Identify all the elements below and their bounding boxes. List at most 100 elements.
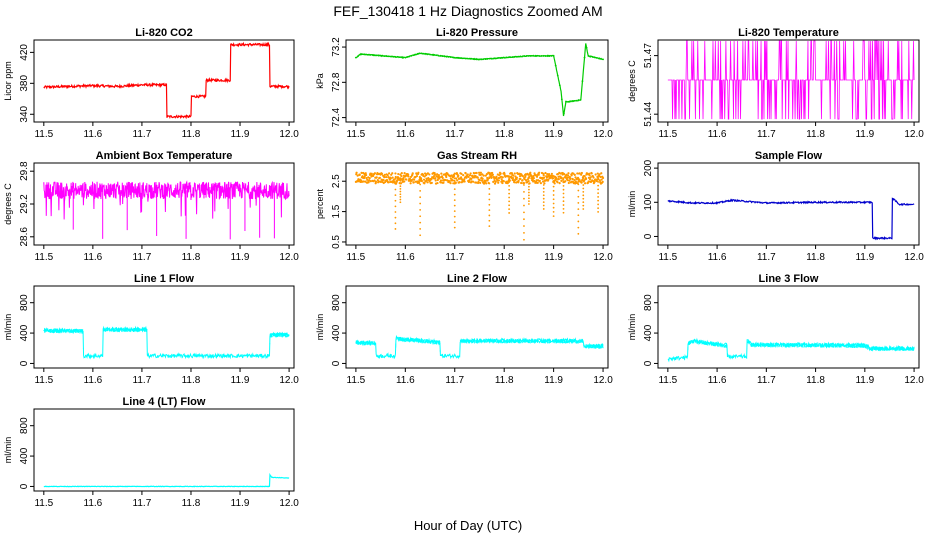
data-point (482, 58, 485, 61)
data-point (400, 56, 403, 59)
data-point (394, 177, 397, 180)
data-point (564, 180, 567, 183)
data-point (508, 204, 511, 207)
data-point (472, 58, 475, 60)
panel-line4: Line 4 (LT) Flow ml/min 11.5 11.6 11.7 11.8 11… (3, 396, 299, 509)
data-point (589, 176, 592, 179)
data-point (488, 203, 491, 206)
data-point (370, 172, 373, 175)
data-point (505, 56, 508, 59)
data-point (544, 171, 547, 175)
data-point (562, 196, 565, 199)
panel-box_temp: Ambient Box Temperature degrees C 11.5 11.6… (3, 150, 299, 263)
data-point (468, 57, 471, 60)
data-point (474, 174, 477, 178)
data-point (441, 176, 444, 180)
data-point (447, 55, 450, 58)
data-point (428, 173, 431, 176)
data-point (490, 57, 493, 60)
data-point (559, 172, 562, 175)
data-point (399, 179, 402, 182)
data-point (534, 174, 537, 177)
data-point (600, 172, 603, 175)
x-tick-label: 11.5 (658, 375, 677, 386)
data-point (523, 177, 525, 180)
x-tick-label: 11.7 (757, 252, 776, 263)
data-point (588, 174, 591, 177)
plot-frame (657, 285, 920, 369)
data-point (472, 180, 475, 183)
data-point (552, 177, 555, 180)
data-point (407, 173, 410, 176)
panel-licor_temp: Li-820 Temperature degrees C 11.5 11.6 11.7 1… (627, 27, 924, 140)
data-point (394, 172, 397, 175)
panel-title: Line 2 Flow (447, 273, 507, 285)
plot-frame (345, 162, 609, 246)
series (43, 180, 290, 240)
data-point (358, 173, 361, 176)
data-point (437, 174, 440, 177)
data-point (581, 178, 584, 181)
x-tick-label: 11.5 (347, 375, 366, 386)
data-point (462, 57, 464, 60)
x-tick-label: 11.9 (231, 375, 250, 386)
data-point (480, 58, 483, 61)
data-point (399, 193, 402, 196)
x-tick-label: 12.0 (279, 252, 299, 263)
plot-frame (657, 162, 920, 246)
data-point (495, 175, 498, 178)
data-point (528, 197, 530, 200)
data-point (462, 174, 465, 177)
data-point (580, 181, 583, 184)
data-point (394, 228, 397, 230)
x-tick-label: 11.8 (182, 498, 201, 509)
x-tick-label: 11.6 (708, 252, 727, 263)
panel-title: Sample Flow (755, 150, 823, 162)
data-point (583, 175, 586, 178)
data-point (467, 175, 470, 178)
x-tick-label: 12.0 (593, 129, 613, 140)
data-point (582, 201, 585, 204)
data-point (587, 55, 590, 57)
data-point (513, 172, 516, 175)
data-point (420, 179, 424, 183)
data-point (562, 200, 565, 203)
x-tick-label: 12.0 (904, 252, 924, 263)
data-point (374, 180, 378, 183)
x-tick-label: 11.5 (34, 129, 53, 140)
data-point (528, 54, 530, 57)
data-point (403, 172, 406, 175)
data-point (367, 181, 370, 184)
data-point (507, 175, 510, 178)
data-point (547, 178, 550, 181)
data-point (583, 182, 587, 185)
data-point (414, 53, 417, 56)
data-point (412, 54, 415, 57)
y-axis-label: kPa (315, 73, 325, 89)
data-point (474, 58, 477, 61)
data-point (460, 176, 463, 179)
series (354, 171, 605, 241)
series (667, 197, 915, 241)
data-point (543, 182, 546, 185)
data-point (497, 57, 499, 59)
data-point (482, 174, 485, 177)
y-axis-label: percent (315, 188, 325, 219)
data-point (530, 54, 532, 57)
data-point (495, 57, 497, 60)
data-point (438, 176, 442, 179)
data-point (538, 54, 541, 57)
data-point (566, 179, 569, 182)
data-point (443, 55, 446, 58)
data-point (499, 172, 502, 175)
data-point (387, 55, 390, 58)
data-point (491, 171, 494, 175)
series (667, 40, 915, 120)
data-point (426, 181, 429, 184)
data-point (512, 174, 515, 177)
data-point (478, 171, 481, 174)
data-point (442, 181, 445, 184)
data-point (552, 198, 555, 201)
data-point (585, 177, 588, 180)
data-point (570, 174, 573, 177)
